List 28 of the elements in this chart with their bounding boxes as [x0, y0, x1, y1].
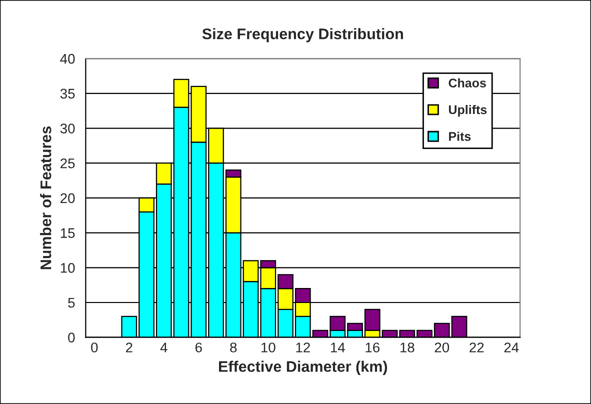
x-tick-label: 18	[400, 342, 414, 352]
y-tick-label: 25	[60, 158, 75, 168]
x-tick-label: 8	[230, 342, 237, 352]
y-tick-label: 0	[68, 332, 75, 343]
legend-label: Pits	[449, 132, 471, 141]
y-tick-label: 20	[60, 193, 75, 204]
x-tick-label: 24	[504, 342, 519, 352]
x-tick-label: 0	[91, 342, 98, 352]
x-tick-label: 4	[160, 342, 168, 352]
y-tick-label: 35	[60, 88, 75, 99]
chart-title: Size Frequency Distribution	[202, 28, 403, 42]
y-tick-label: 15	[60, 228, 75, 238]
x-tick-label: 10	[261, 342, 276, 352]
x-tick-label: 16	[366, 342, 380, 352]
y-tick-label: 5	[68, 298, 75, 308]
legend-label: Uplifts	[448, 104, 487, 117]
y-tick-label: 40	[60, 54, 75, 64]
x-tick-label: 20	[434, 342, 450, 352]
x-tick-label: 6	[195, 342, 202, 352]
y-tick-label: 10	[60, 262, 75, 273]
y-axis-title: Number of Features	[40, 126, 52, 270]
legend-label: Chaos	[448, 78, 486, 88]
x-tick-label: 12	[296, 342, 310, 352]
x-axis-title: Effective Diameter (km)	[219, 360, 388, 375]
y-tick-label: 30	[60, 124, 75, 134]
x-tick-label: 14	[330, 342, 345, 352]
x-tick-label: 2	[126, 342, 132, 352]
x-tick-label: 22	[470, 342, 484, 352]
